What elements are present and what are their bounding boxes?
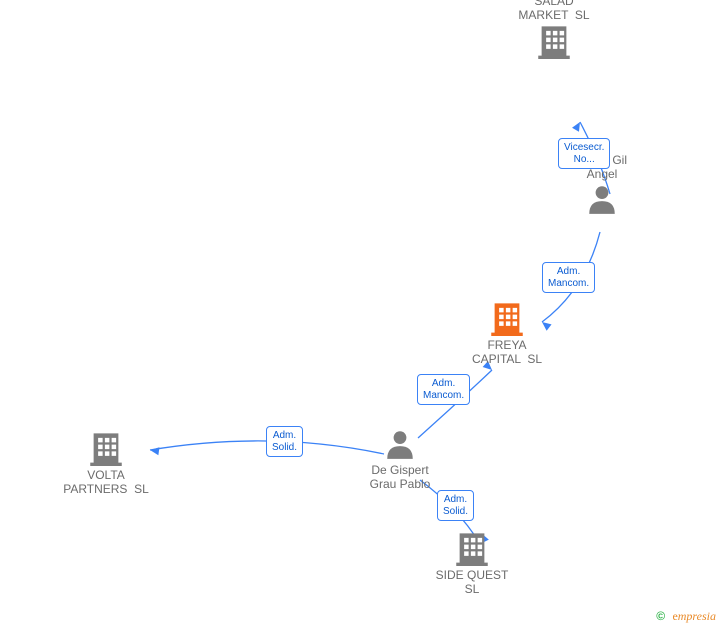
node-side[interactable]: SIDE QUESTSL	[417, 530, 527, 597]
copyright: © empresia	[656, 609, 716, 624]
node-volta[interactable]: VOLTAPARTNERS SL	[51, 430, 161, 497]
building-icon	[88, 430, 124, 466]
edge-label-e3: Adm.Mancom.	[417, 374, 470, 405]
node-gispert[interactable]: De GispertGrau Pablo	[345, 427, 455, 492]
building-icon	[454, 530, 490, 566]
node-freya[interactable]: FREYACAPITAL SL	[452, 300, 562, 367]
node-label: FREYACAPITAL SL	[452, 338, 562, 367]
person-icon	[383, 427, 417, 461]
arrowhead-icon	[572, 120, 583, 132]
edge-label-e2: Adm.Mancom.	[542, 262, 595, 293]
edge-label-e1: Vicesecr.No...	[558, 138, 610, 169]
building-icon	[489, 300, 525, 336]
node-label: De GispertGrau Pablo	[345, 463, 455, 492]
diagram-canvas: © empresia SALADMARKET SL Barral GilAnge…	[0, 0, 728, 630]
node-label: SALADMARKET SL	[499, 0, 609, 23]
edges-layer	[0, 0, 728, 630]
building-icon	[536, 23, 572, 59]
edge-label-e4: Adm.Solid.	[266, 426, 303, 457]
copyright-text: empresia	[672, 609, 716, 623]
edge-label-e5: Adm.Solid.	[437, 490, 474, 521]
node-label: VOLTAPARTNERS SL	[51, 468, 161, 497]
copyright-symbol: ©	[656, 609, 665, 623]
node-salad[interactable]: SALADMARKET SL	[499, 0, 609, 59]
node-label: SIDE QUESTSL	[417, 568, 527, 597]
person-icon	[585, 182, 619, 216]
